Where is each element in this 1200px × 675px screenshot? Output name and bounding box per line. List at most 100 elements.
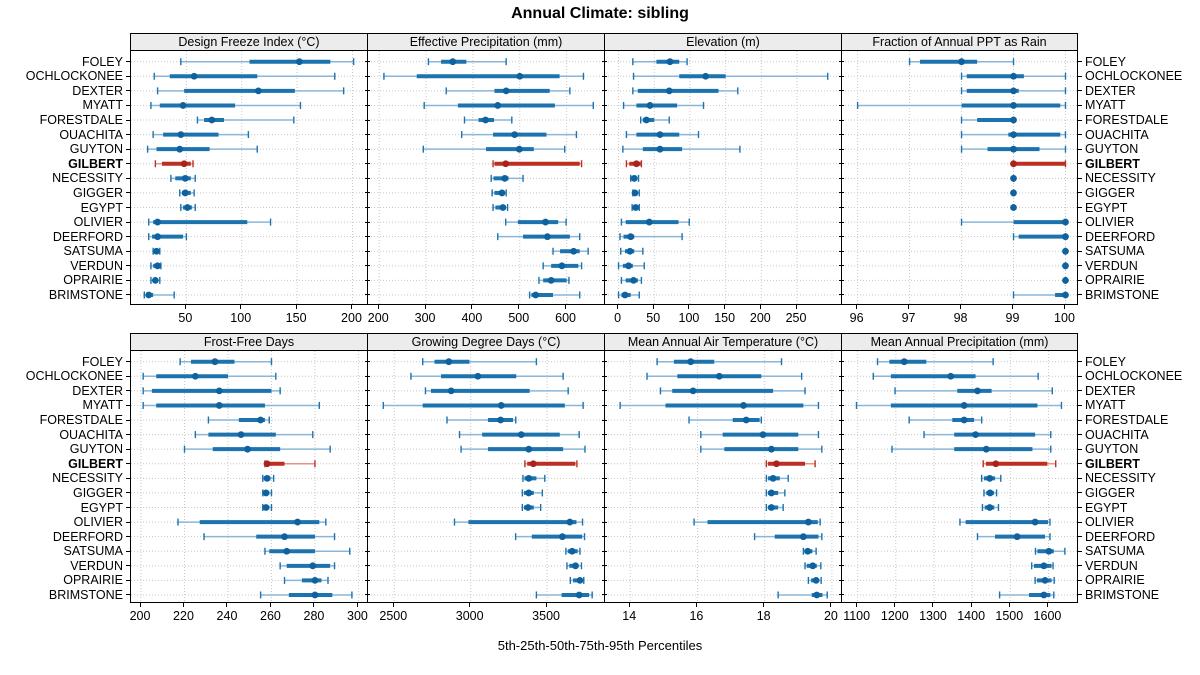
x-tick-label: 150 <box>285 311 307 325</box>
row-label-left: BRIMSTONE <box>48 287 123 302</box>
y-tick <box>364 419 370 421</box>
x-tick <box>688 305 690 309</box>
y-tick <box>126 521 130 523</box>
y-tick <box>364 177 370 179</box>
y-tick <box>838 521 844 523</box>
row-label-right: OLIVIER <box>1085 515 1135 530</box>
x-tick-label: 300 <box>346 609 368 623</box>
y-tick <box>126 61 130 63</box>
y-tick <box>601 492 607 494</box>
series-row <box>383 72 585 80</box>
x-tick-label: 20 <box>823 609 838 623</box>
row-label-right: FOLEY <box>1085 354 1126 369</box>
x-tick <box>356 603 358 607</box>
row-label-left: NECESSITY <box>52 471 123 486</box>
row-label-right: FORESTDALE <box>1085 413 1169 428</box>
series-row <box>960 218 1069 226</box>
series-row <box>876 358 994 366</box>
y-tick <box>364 119 370 121</box>
series-highlight <box>765 460 816 468</box>
y-tick <box>364 565 370 567</box>
series-row <box>872 372 1039 380</box>
series-highlight <box>524 460 578 468</box>
series-row <box>148 233 188 241</box>
y-tick <box>838 361 844 363</box>
y-tick <box>838 404 844 406</box>
y-tick <box>601 221 607 223</box>
row-label-left: GIGGER <box>72 485 123 500</box>
series-row <box>505 218 567 226</box>
series-row <box>569 576 585 584</box>
series-row <box>765 489 786 497</box>
y-tick <box>1078 177 1082 179</box>
y-tick <box>601 463 607 465</box>
row-label-left: GUYTON <box>69 442 123 457</box>
row-label-right: OCHLOCKONEE <box>1085 369 1183 384</box>
y-tick <box>364 375 370 377</box>
x-tick-label: 16 <box>689 609 704 623</box>
series-row <box>777 591 828 599</box>
series-row <box>460 131 578 139</box>
x-tick <box>182 603 184 607</box>
x-tick-label: 100 <box>1054 311 1075 325</box>
y-tick <box>1078 507 1082 508</box>
series-row <box>619 401 820 409</box>
x-tick-label: 200 <box>341 311 362 325</box>
y-tick <box>838 192 844 194</box>
panel-plot <box>367 51 604 305</box>
row-label-left: OUACHITA <box>59 127 123 142</box>
series-row <box>700 445 823 453</box>
row-label-right: FORESTDALE <box>1085 113 1169 128</box>
y-tick <box>126 177 130 179</box>
y-tick <box>126 507 130 508</box>
series-row <box>1062 276 1069 284</box>
series-row <box>631 189 640 197</box>
y-tick <box>1078 448 1082 450</box>
series-row <box>700 431 820 439</box>
series-row <box>262 489 273 497</box>
y-tick <box>1078 61 1082 63</box>
y-tick <box>1078 279 1082 281</box>
series-row <box>542 262 583 270</box>
row-label-left: FORESTDALE <box>39 113 123 128</box>
series-row <box>960 87 1067 95</box>
y-tick <box>126 361 130 363</box>
series-row <box>207 416 270 424</box>
series-row <box>180 58 355 66</box>
y-tick <box>838 61 844 63</box>
x-tick <box>960 305 962 309</box>
y-tick <box>838 163 844 165</box>
y-tick <box>126 434 130 436</box>
series-row <box>632 58 688 66</box>
series-row <box>445 87 571 95</box>
series-row <box>981 504 1000 511</box>
y-tick <box>126 265 130 267</box>
y-tick <box>601 594 607 596</box>
y-tick <box>601 565 607 567</box>
row-label-left: FOLEY <box>82 354 123 369</box>
row-label-right: OUACHITA <box>1085 127 1149 142</box>
series-row <box>150 101 302 109</box>
series-row <box>410 372 564 380</box>
panel-header-title: Growing Degree Days (°C) <box>411 335 561 349</box>
y-tick <box>601 294 607 296</box>
x-tick <box>695 603 697 607</box>
row-label-right: MYATT <box>1085 398 1126 413</box>
series-row <box>632 87 739 95</box>
panel-canvas <box>842 351 1077 602</box>
series-row <box>980 474 1002 482</box>
row-label-left: MYATT <box>82 398 123 413</box>
x-tick <box>763 603 765 607</box>
series-row <box>179 358 273 366</box>
x-tick-label: 98 <box>953 311 968 325</box>
x-tick <box>295 305 297 309</box>
x-tick-label: 18 <box>756 609 771 623</box>
x-tick <box>1063 305 1065 309</box>
x-tick-label: 1400 <box>957 609 986 623</box>
y-tick <box>364 265 370 267</box>
series-row <box>422 358 538 366</box>
series-row <box>153 72 336 80</box>
series-row <box>514 533 586 541</box>
panel-plot <box>841 51 1078 305</box>
row-label-right: NECESSITY <box>1085 171 1156 186</box>
